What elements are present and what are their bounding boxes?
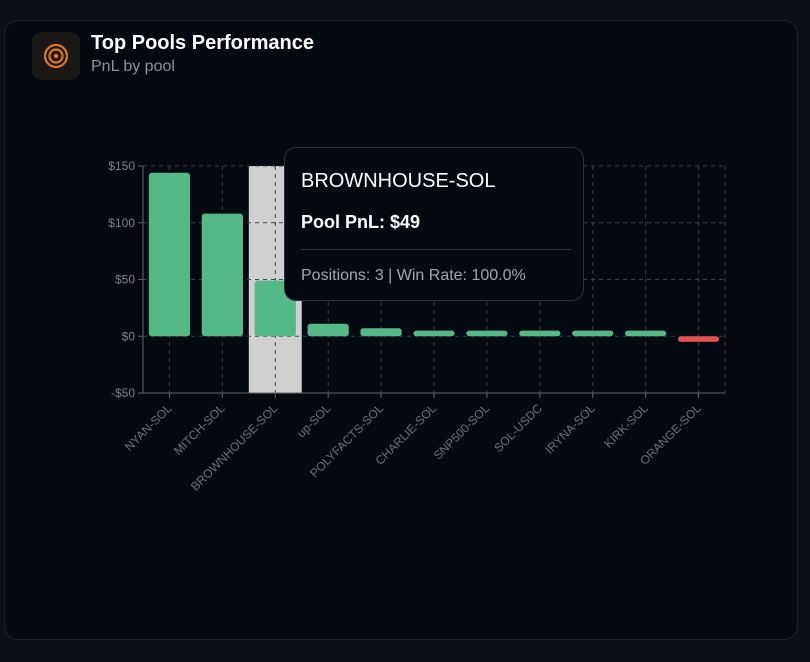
x-tick-label: SOL-USDC: [491, 401, 545, 455]
x-tick-label: BROWNHOUSE-SOL: [188, 401, 281, 494]
card-title: Top Pools Performance: [91, 32, 315, 54]
x-tick-label: NYAN-SOL: [122, 401, 175, 454]
x-tick-label: MITCH-SOL: [171, 401, 228, 458]
bar-POLYFACTS-SOL: [360, 328, 402, 337]
bar-KIRK-SOL: [625, 330, 667, 337]
bar-ORANGE-SOL: [677, 336, 720, 342]
tooltip-divider: [301, 249, 571, 250]
tooltip-title: BROWNHOUSE-SOL: [301, 170, 496, 192]
y-tick-label: $150: [108, 159, 135, 173]
bar-up-SOL: [307, 323, 349, 337]
target-icon: [32, 32, 80, 80]
y-tick-label: -$50: [111, 386, 135, 400]
y-tick-label: $0: [122, 329, 136, 343]
x-tick-label: SNP500-SOL: [431, 401, 493, 463]
bar-IRYNA-SOL: [572, 330, 614, 337]
bar-CHARLIE-SOL: [413, 330, 455, 337]
y-tick-label: $50: [115, 273, 135, 287]
bar-SOL-USDC: [519, 330, 561, 337]
bar-NYAN-SOL: [148, 172, 191, 337]
x-tick-label: KIRK-SOL: [601, 401, 651, 451]
x-tick-label: IRYNA-SOL: [542, 401, 598, 457]
x-tick-label: up-SOL: [294, 401, 333, 440]
tooltip-meta: Positions: 3 | Win Rate: 100.0%: [301, 267, 526, 284]
bar-SNP500-SOL: [466, 330, 508, 337]
chart-tooltip: BROWNHOUSE-SOL Pool PnL: $49 Positions: …: [284, 147, 584, 301]
card-subtitle: PnL by pool: [91, 58, 175, 75]
tooltip-value: Pool PnL: $49: [301, 212, 421, 232]
bar-MITCH-SOL: [201, 213, 243, 337]
y-tick-label: $100: [108, 216, 135, 230]
